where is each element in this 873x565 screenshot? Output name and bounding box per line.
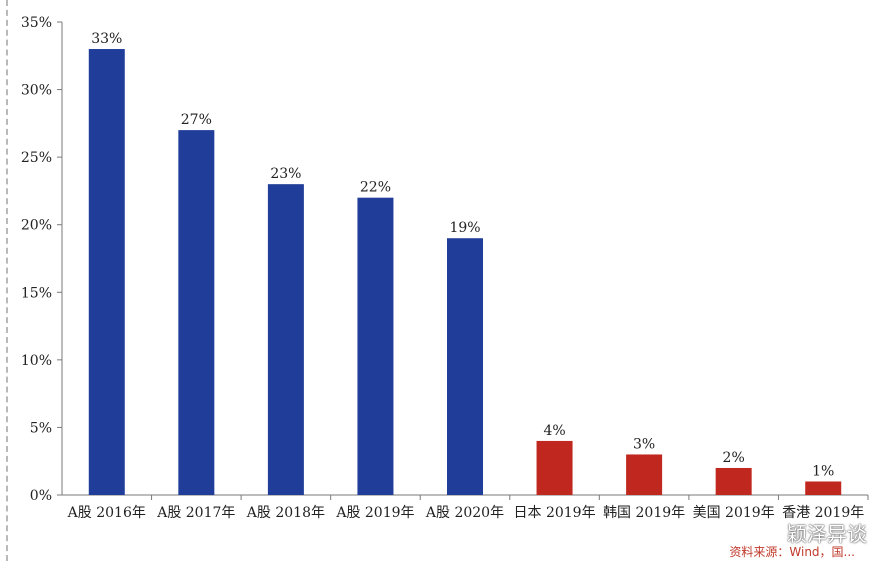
bar-value-label: 27% [181, 112, 212, 128]
bar-value-label: 1% [812, 463, 834, 479]
bar [715, 467, 752, 495]
watermark: 颖泽异谈 [759, 518, 867, 547]
x-category-label: A股 2019年 [335, 505, 414, 521]
x-category-label: 美国 2019年 [693, 505, 775, 521]
bar-value-label: 33% [91, 31, 122, 47]
bar-value-label: 22% [360, 180, 391, 196]
y-tick-label: 15% [21, 285, 52, 301]
y-tick-label: 25% [21, 150, 52, 166]
x-category-label: A股 2018年 [246, 505, 325, 521]
y-tick-label: 30% [21, 83, 52, 99]
source-note: 资料来源：Wind，国... [729, 545, 855, 559]
bar-value-label: 3% [633, 436, 655, 452]
x-category-label: A股 2016年 [67, 505, 146, 521]
watermark-text: 颖泽异谈 [787, 522, 867, 546]
x-category-label: A股 2017年 [156, 505, 235, 521]
x-category-label: 韩国 2019年 [603, 505, 685, 521]
bar-value-label: 4% [543, 423, 565, 439]
x-category-label: 日本 2019年 [514, 505, 596, 521]
bar-value-label: 23% [270, 166, 301, 182]
bar-value-label: 2% [723, 450, 745, 466]
bar [267, 184, 304, 495]
page-left-border [6, 0, 8, 561]
bar [626, 454, 663, 495]
bar-value-label: 19% [449, 220, 480, 236]
y-tick-label: 20% [21, 218, 52, 234]
x-category-label: A股 2020年 [425, 505, 504, 521]
x-category-label: 香港 2019年 [782, 505, 864, 521]
bar [178, 130, 215, 495]
bar [447, 238, 483, 495]
wechat-icon [759, 523, 782, 541]
bar [805, 481, 842, 495]
y-tick-label: 35% [21, 15, 52, 31]
bar [357, 197, 394, 495]
bar [88, 49, 125, 496]
y-tick-label: 10% [21, 353, 52, 369]
y-tick-label: 0% [30, 488, 52, 504]
bar [536, 440, 573, 495]
y-tick-label: 5% [30, 420, 52, 436]
